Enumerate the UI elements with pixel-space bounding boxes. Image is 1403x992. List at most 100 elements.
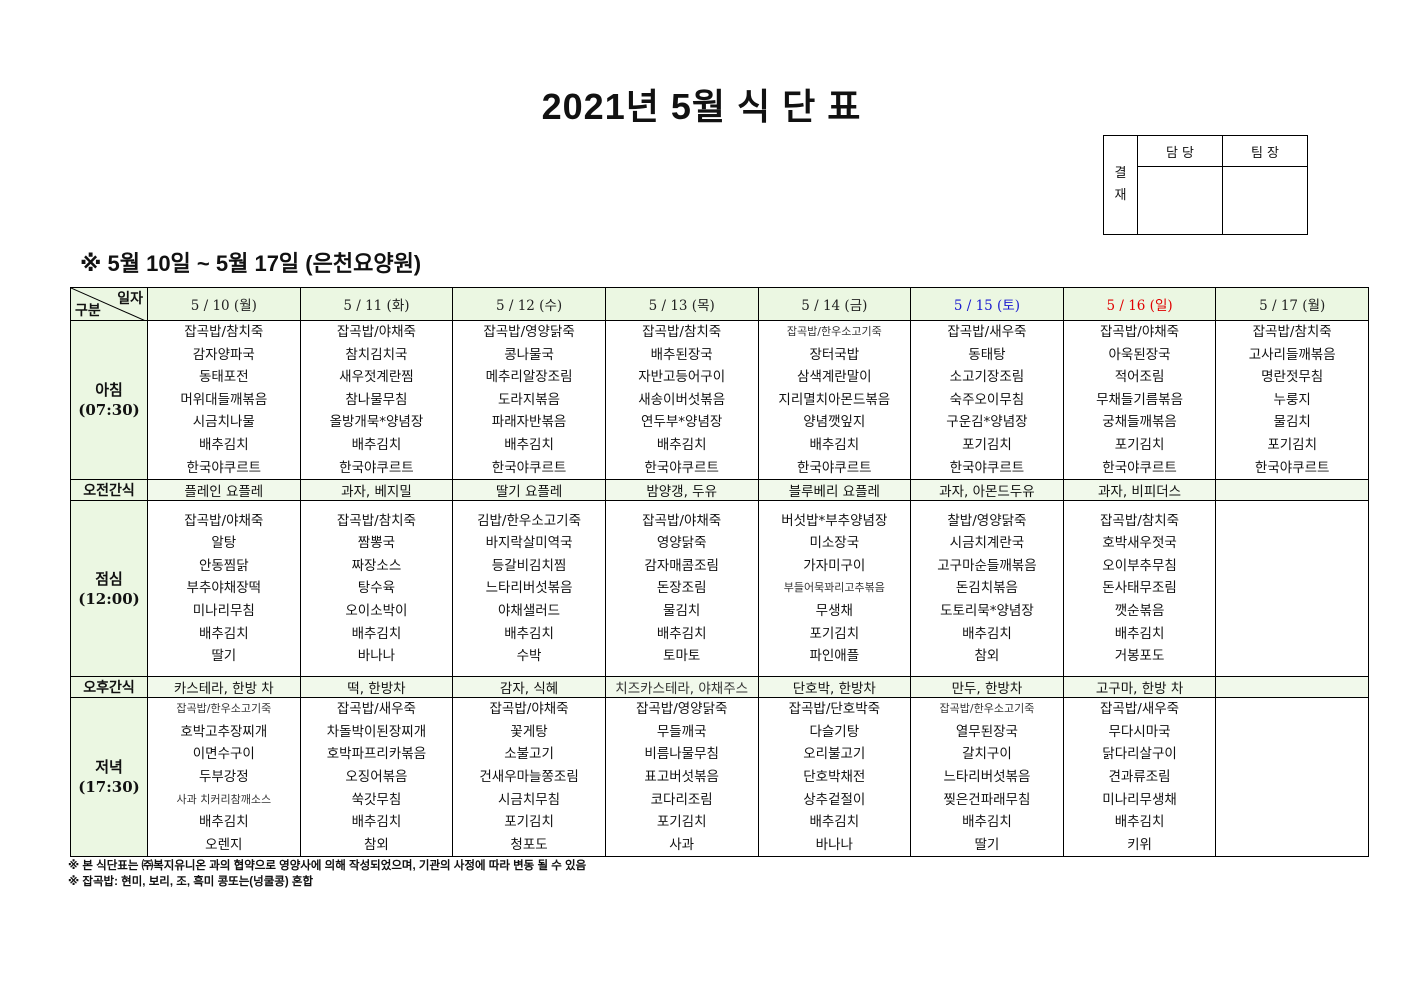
menu-item: 한국야쿠르트 (949, 459, 1025, 476)
snack-cell: 딸기 요플레 (452, 479, 606, 502)
menu-item: 열무된장국 (955, 723, 1018, 740)
menu-item: 잡곡밥/야채죽 (336, 324, 416, 340)
menu-item: 새우젓계란찜 (339, 369, 414, 386)
menu-item: 동태탕 (968, 346, 1006, 363)
menu-item: 물김치 (1273, 414, 1311, 431)
menu-item: 배추김치 (809, 814, 860, 831)
menu-item: 배추김치 (809, 436, 860, 453)
menu-item: 지리멸치아몬드볶음 (778, 391, 891, 408)
date-header: 5 / 14 (금) (757, 287, 912, 321)
menu-cell (1215, 500, 1369, 678)
menu-item: 감자양파국 (192, 346, 255, 363)
menu-item: 찢은건파래무침 (943, 791, 1031, 808)
menu-item: 참외 (974, 648, 1000, 665)
menu-item: 표고버섯볶음 (644, 768, 719, 785)
snack-cell: 고구마, 한방 차 (1062, 676, 1217, 699)
menu-item: 도토리묵*양념장 (940, 602, 1034, 619)
menu-item: 버섯밥*부추양념장 (781, 512, 888, 529)
menu-item: 포기김치 (656, 814, 707, 831)
snack-row: 오후간식 카스테라, 한방 차 떡, 한방차 감자, 식혜 치즈카스테라, 야채주스 단호… (70, 676, 1369, 699)
menu-item: 감자매콤조림 (644, 557, 719, 574)
menu-item: 잡곡밥/야채죽 (642, 512, 722, 529)
row-label: 저녁 (17:30) (70, 697, 148, 858)
menu-item: 잡곡밥/새우죽 (947, 324, 1027, 340)
menu-item: 배추김치 (962, 625, 1012, 642)
menu-item: 포기김치 (809, 625, 860, 642)
menu-cell: 잡곡밥/참치죽 감자양파국 동태포전 머위대들깨볶음 시금치나물 배추김치 한국야쿠르트 (147, 319, 301, 481)
snack-cell: 감자, 식혜 (452, 676, 606, 699)
menu-cell: 찰밥/영양닭죽 시금치계란국 고구마순들깨볶음 돈김치볶음 도토리묵*양념장 배추김치 참외 (910, 500, 1064, 678)
menu-item: 미소장국 (809, 535, 860, 552)
menu-item: 딸기 (211, 648, 237, 665)
menu-item: 배추김치 (656, 436, 707, 453)
menu-item: 소불고기 (504, 746, 554, 763)
date-header: 5 / 17 (월) (1215, 287, 1369, 321)
menu-item: 느타리버섯볶음 (943, 768, 1031, 785)
menu-item: 적어조림 (1114, 369, 1165, 386)
meal-name: 저녁 (95, 758, 123, 777)
menu-cell: 잡곡밥/야채죽 꽃게탕 소불고기 건새우마늘쫑조림 시금치무침 포기김치 청포도 (452, 697, 606, 858)
date-header: 5 / 13 (목) (604, 287, 759, 321)
menu-item: 누룽지 (1273, 391, 1311, 408)
meal-time: (17:30) (78, 778, 140, 797)
menu-cell: 잡곡밥/야채죽 영양닭죽 감자매콤조림 돈장조림 물김치 배추김치 토마토 (604, 500, 759, 678)
menu-item: 수박 (516, 648, 542, 665)
menu-item: 사과 치커리참깨소스 (176, 792, 272, 806)
menu-item: 아욱된장국 (1108, 346, 1171, 363)
corner-date-label: 일자 (117, 291, 143, 307)
menu-item: 오렌지 (205, 836, 243, 853)
row-label: 아침 (07:30) (70, 319, 148, 481)
menu-item: 잡곡밥/한우소고기죽 (176, 702, 272, 716)
menu-item: 미나리무생채 (1102, 791, 1177, 808)
corner-category-label: 구분 (75, 303, 101, 319)
menu-item: 배추김치 (504, 625, 554, 642)
meal-name: 오전간식 (83, 483, 135, 500)
menu-item: 포기김치 (962, 436, 1012, 453)
menu-item: 코다리조림 (650, 791, 713, 808)
menu-cell: 잡곡밥/야채죽 아욱된장국 적어조림 무채들기름볶음 궁채들깨볶음 포기김치 한국야쿠르트 (1062, 319, 1217, 481)
menu-item: 호박파프리카볶음 (326, 746, 427, 763)
menu-item: 배추김치 (198, 625, 249, 642)
menu-item: 잡곡밥/야채죽 (1100, 324, 1180, 340)
menu-item: 잡곡밥/야채죽 (184, 512, 264, 529)
menu-item: 파인애플 (809, 648, 860, 665)
approval-sign-manager (1137, 166, 1223, 235)
menu-item: 참외 (364, 836, 389, 853)
menu-item: 배추김치 (504, 436, 554, 453)
menu-item: 한국야쿠르트 (339, 459, 414, 476)
meal-row: 저녁 (17:30) 잡곡밥/한우소고기죽 호박고추장찌개 이면수구이 두부강정 사과 치커… (70, 697, 1369, 858)
snack-cell: 과자, 비피더스 (1062, 479, 1217, 502)
menu-item: 잡곡밥/단호박죽 (788, 701, 881, 718)
snack-cell: 카스테라, 한방 차 (147, 676, 301, 699)
menu-item: 야채샐러드 (498, 602, 561, 619)
menu-item: 바나나 (357, 648, 396, 665)
period-subtitle: ※ 5월 10일 ~ 5월 17일 (은천요양원) (80, 251, 422, 276)
menu-item: 한국야쿠르트 (797, 459, 872, 476)
menu-cell: 잡곡밥/영양닭죽 콩나물국 메추리알장조림 도라지볶음 파래자반볶음 배추김치 한국야쿠르트 (452, 319, 606, 481)
menu-item: 머위대들깨볶음 (180, 391, 268, 408)
menu-item: 오이부추무침 (1102, 557, 1177, 574)
menu-item: 두부강정 (198, 768, 249, 785)
menu-item: 찰밥/영양닭죽 (947, 512, 1027, 529)
menu-item: 장터국밥 (809, 346, 860, 363)
meal-time: (07:30) (78, 401, 140, 420)
menu-item: 잡곡밥/참치죽 (336, 512, 416, 529)
menu-cell: 잡곡밥/단호박죽 다슬기탕 오리불고기 단호박채전 상추겉절이 배추김치 바나나 (757, 697, 912, 858)
menu-item: 연두부*양념장 (641, 414, 723, 431)
menu-item: 배추김치 (351, 814, 402, 831)
menu-item: 돈사태무조림 (1102, 580, 1177, 597)
menu-item: 배추김치 (1114, 814, 1165, 831)
menu-item: 배추된장국 (650, 346, 713, 363)
menu-item: 배추김치 (1114, 625, 1165, 642)
menu-item: 물김치 (663, 602, 701, 619)
menu-item: 도라지볶음 (498, 391, 561, 408)
menu-item: 호박고추장찌개 (180, 723, 268, 740)
diagonal-line (71, 288, 144, 320)
footnote-1: ※ 본 식단표는 ㈜복지유니온 과의 협약으로 영양사에 의해 작성되었으며, … (68, 860, 587, 872)
menu-item: 배추김치 (351, 436, 402, 453)
menu-item: 잡곡밥/새우죽 (336, 701, 416, 718)
menu-item: 궁채들깨볶음 (1102, 414, 1177, 431)
menu-cell: 잡곡밥/참치죽 호박새우젓국 오이부추무침 돈사태무조림 깻순볶음 배추김치 거봉포도 (1062, 500, 1217, 678)
menu-item: 갈치구이 (962, 746, 1012, 763)
